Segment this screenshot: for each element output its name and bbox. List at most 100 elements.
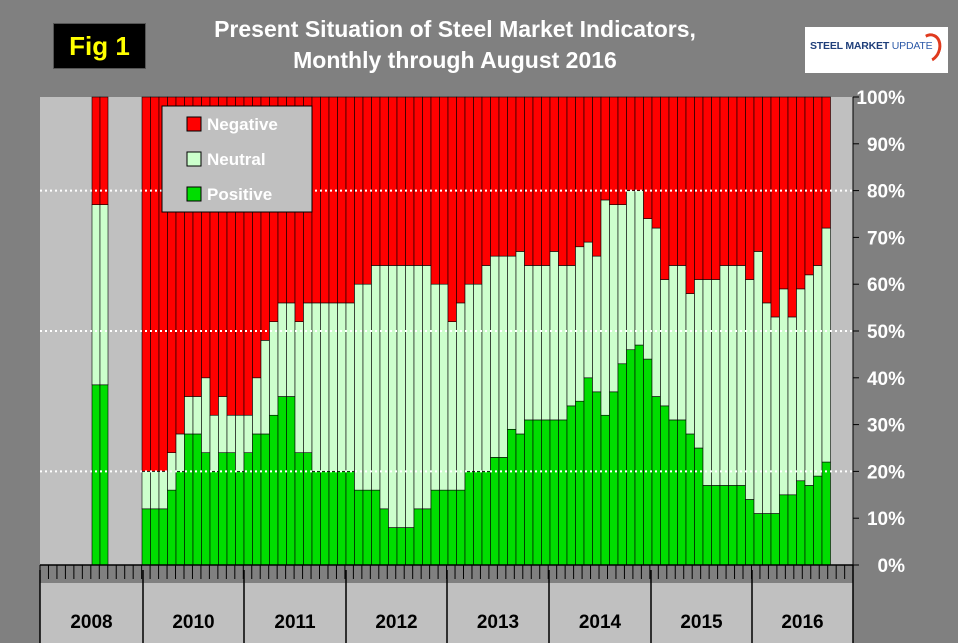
y-tick-label-4: 40% [867, 369, 905, 390]
bar-neutral-21 [303, 302, 313, 453]
bar-positive-16 [260, 433, 270, 566]
bar-neutral-24 [328, 302, 338, 472]
bar-neutral-36 [430, 283, 440, 491]
bar-positive-67 [694, 447, 704, 566]
bar-positive-61 [643, 358, 653, 566]
bar-positive-6 [175, 471, 185, 566]
bar-neutral-23 [320, 302, 330, 472]
legend-label-positive: Positive [207, 185, 272, 204]
bar-positive-82 [821, 461, 831, 566]
year-label-2014: 2014 [579, 612, 622, 633]
bar-neutral-68 [702, 279, 712, 486]
bar-negative-24 [328, 96, 338, 304]
bar-neutral-41 [473, 283, 483, 472]
bar-neutral-31 [388, 265, 398, 528]
bar-neutral-52 [566, 265, 576, 407]
bar-neutral-17 [269, 321, 279, 416]
bar-negative-77 [779, 96, 789, 290]
bar-positive-43 [490, 457, 500, 566]
bar-positive-40 [464, 471, 474, 566]
bar-negative-22 [311, 96, 321, 304]
bar-neutral-6 [175, 433, 185, 472]
bar-negative-49 [541, 96, 551, 266]
bar-negative-47 [524, 96, 534, 266]
bar-negative-46 [515, 96, 525, 252]
bar-positive-70 [719, 485, 729, 566]
bar-negative-39 [456, 96, 466, 304]
bar-negative-58 [617, 96, 627, 205]
bar-negative-31 [388, 96, 398, 266]
bar-neutral-50 [549, 251, 559, 421]
bar-negative-33 [405, 96, 415, 266]
bar-positive-51 [558, 419, 568, 566]
bar-negative-43 [490, 96, 500, 257]
chart-title: Present Situation of Steel Market Indica… [160, 14, 750, 76]
bar-neutral-7 [184, 396, 194, 435]
bar-positive-71 [728, 485, 738, 566]
bar-negative-61 [643, 96, 653, 219]
y-tick-label-7: 70% [867, 228, 905, 249]
bar-positive-52 [566, 405, 576, 566]
bar-positive-1 [99, 384, 109, 566]
bar-neutral-16 [260, 340, 270, 435]
bar-neutral-14 [243, 414, 253, 453]
bar-neutral-61 [643, 218, 653, 360]
bar-negative-45 [507, 96, 517, 257]
logo-text: STEEL MARKET UPDATE [810, 40, 933, 52]
year-label-2016: 2016 [781, 612, 823, 633]
bar-positive-19 [286, 396, 296, 566]
year-label-2008: 2008 [70, 612, 112, 633]
bar-negative-44 [498, 96, 508, 257]
bar-negative-1 [99, 96, 109, 205]
bar-positive-30 [379, 508, 389, 566]
bar-neutral-46 [515, 251, 525, 435]
bar-neutral-9 [201, 377, 211, 453]
bar-positive-39 [456, 489, 466, 566]
y-tick-label-5: 50% [867, 322, 905, 343]
bar-neutral-55 [592, 255, 602, 393]
bar-positive-46 [515, 433, 525, 566]
legend-swatch-positive [186, 186, 202, 202]
bar-positive-13 [235, 471, 245, 566]
bar-positive-72 [736, 485, 746, 566]
bar-negative-67 [694, 96, 704, 280]
bar-positive-24 [328, 471, 338, 566]
bar-neutral-77 [779, 288, 789, 496]
bar-neutral-13 [235, 414, 245, 472]
bar-negative-23 [320, 96, 330, 304]
bar-negative-29 [371, 96, 381, 266]
bar-positive-5 [167, 489, 177, 566]
bar-neutral-33 [405, 265, 415, 528]
bar-neutral-22 [311, 302, 321, 472]
bar-negative-76 [770, 96, 780, 318]
bar-negative-2 [141, 96, 151, 472]
bar-positive-42 [481, 471, 491, 566]
bar-negative-73 [745, 96, 755, 280]
bar-positive-41 [473, 471, 483, 566]
bar-neutral-54 [583, 241, 593, 379]
bar-positive-77 [779, 494, 789, 566]
y-tick-label-3: 30% [867, 416, 905, 437]
bar-positive-74 [753, 513, 763, 566]
bar-negative-42 [481, 96, 491, 266]
bar-positive-2 [141, 508, 151, 566]
logo-word-update: UPDATE [891, 40, 933, 52]
bar-positive-23 [320, 471, 330, 566]
bar-positive-4 [158, 508, 168, 566]
bar-neutral-67 [694, 279, 704, 449]
logo-word-steel-market: STEEL MARKET [810, 40, 890, 52]
bar-positive-56 [600, 414, 610, 566]
bar-positive-38 [447, 489, 457, 566]
bar-neutral-65 [677, 265, 687, 421]
year-label-2011: 2011 [274, 612, 316, 633]
bar-neutral-38 [447, 321, 457, 491]
bar-negative-34 [413, 96, 423, 266]
bar-neutral-73 [745, 279, 755, 500]
bar-neutral-10 [209, 414, 219, 472]
bar-neutral-72 [736, 265, 746, 486]
y-tick-label-6: 60% [867, 275, 905, 296]
bar-positive-49 [541, 419, 551, 566]
bar-positive-15 [252, 433, 262, 566]
bar-negative-69 [711, 96, 721, 280]
